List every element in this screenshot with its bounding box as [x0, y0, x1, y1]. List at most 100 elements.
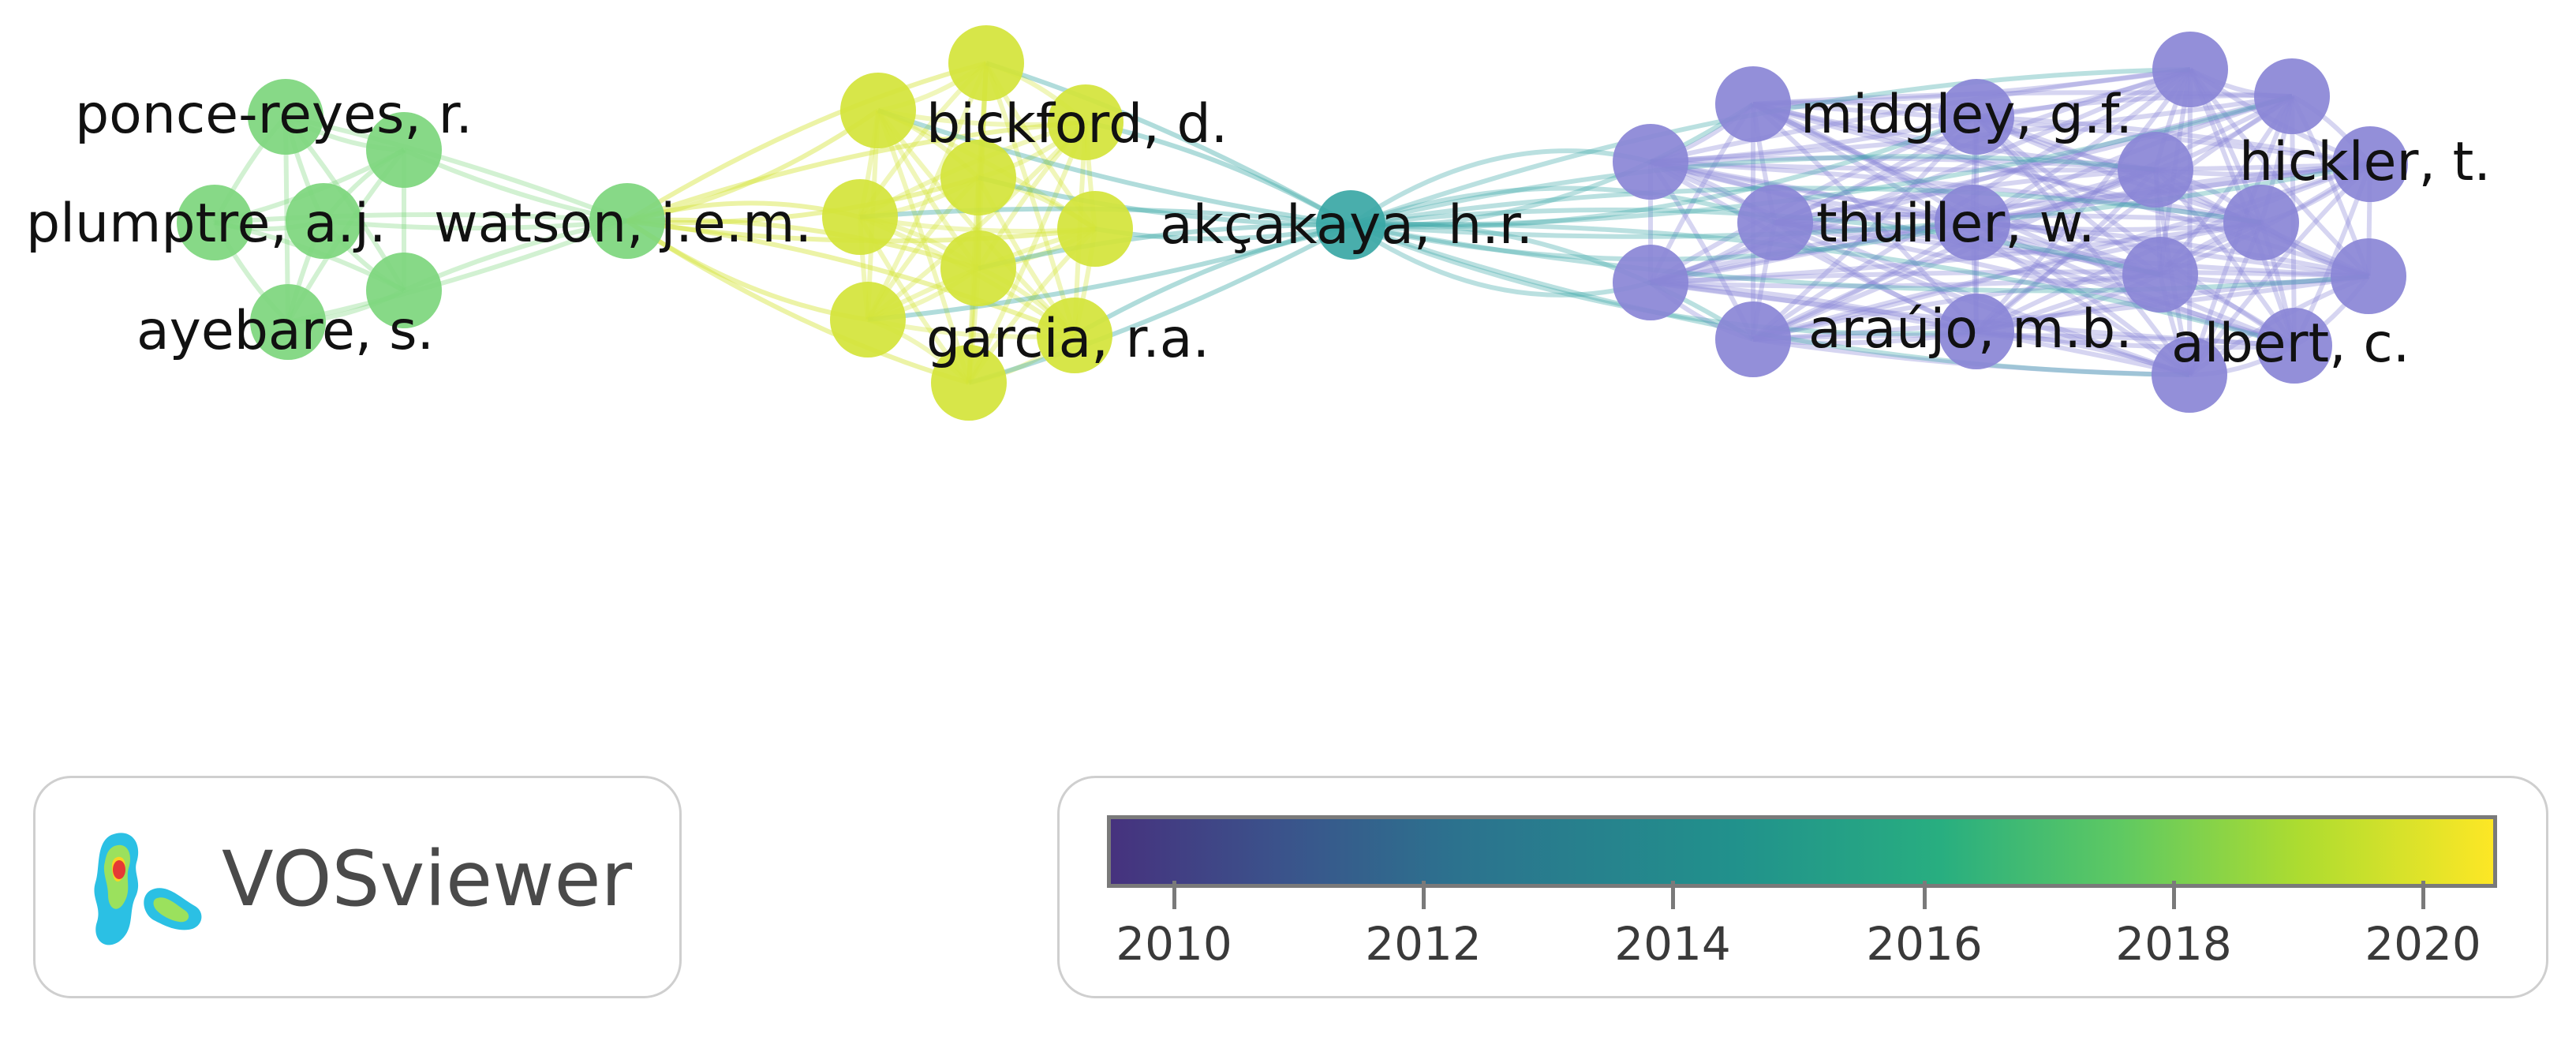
- legend-tick-label: 2020: [2365, 917, 2481, 971]
- node-label-watson[interactable]: watson, j.e.m.: [434, 193, 812, 255]
- network-edge: [1976, 93, 2293, 119]
- legend-tick-label: 2012: [1365, 917, 1482, 971]
- network-edge: [626, 175, 979, 225]
- network-edge: [1752, 115, 1979, 342]
- legend-tick-label: 2010: [1116, 917, 1232, 971]
- network-edge: [1774, 162, 2371, 225]
- network-edge: [323, 219, 628, 230]
- network-edge: [1650, 159, 2262, 225]
- node-label-plumptre[interactable]: plumptre, a.j.: [26, 193, 387, 255]
- network-node[interactable]: [2152, 337, 2227, 413]
- network-node[interactable]: [286, 183, 361, 259]
- network-edge: [1774, 220, 2295, 348]
- network-node[interactable]: [2331, 238, 2406, 314]
- legend-tick: [1671, 881, 1675, 909]
- network-node[interactable]: [248, 79, 323, 155]
- node-label-araujo[interactable]: araújo, m.b.: [1808, 298, 2133, 361]
- network-node[interactable]: [1715, 301, 1791, 377]
- network-edge: [1350, 154, 2156, 227]
- network-node[interactable]: [840, 73, 916, 148]
- node-label-ponce-reyes[interactable]: ponce-reyes, r.: [75, 84, 473, 146]
- network-node[interactable]: [1613, 124, 1688, 200]
- network-edge: [1774, 94, 2293, 225]
- network-edge: [1350, 221, 1755, 342]
- year-color-legend: 2010 2012 2014 2016 2018 2020: [1057, 776, 2548, 998]
- node-label-midgley[interactable]: midgley, g.f.: [1800, 84, 2133, 146]
- network-edge: [1650, 94, 2293, 285]
- network-edge: [626, 219, 970, 385]
- network-edge: [1349, 148, 1651, 227]
- network-edge: [1752, 220, 2262, 342]
- network-edge: [1752, 102, 2371, 167]
- network-node[interactable]: [940, 230, 1016, 306]
- network-node[interactable]: [1037, 298, 1112, 373]
- network-edge: [1752, 274, 2369, 342]
- network-node[interactable]: [250, 284, 326, 360]
- network-edge: [1976, 220, 2263, 334]
- network-edge: [1650, 159, 1973, 225]
- network-node[interactable]: [940, 140, 1016, 215]
- network-node[interactable]: [1613, 245, 1688, 320]
- network-edge: [214, 212, 628, 225]
- network-edge: [1650, 220, 2262, 285]
- network-node[interactable]: [2254, 58, 2330, 134]
- legend-tick: [1172, 881, 1176, 909]
- network-edge: [1975, 94, 2294, 334]
- node-label-hickler[interactable]: hickler, t.: [2239, 131, 2491, 193]
- network-node[interactable]: [2223, 185, 2299, 260]
- network-edge: [1752, 94, 2294, 342]
- network-node[interactable]: [2256, 308, 2332, 384]
- network-node[interactable]: [1316, 190, 1385, 260]
- network-node[interactable]: [2332, 126, 2408, 202]
- legend-tick-label: 2018: [2115, 917, 2232, 971]
- network-edge: [1650, 155, 2156, 172]
- legend-tick-label: 2014: [1614, 917, 1731, 971]
- network-edge: [1752, 102, 2296, 348]
- network-node[interactable]: [948, 25, 1024, 101]
- network-edge: [285, 114, 629, 223]
- network-edge: [968, 223, 1352, 385]
- network-node[interactable]: [830, 282, 906, 358]
- network-node[interactable]: [366, 112, 442, 188]
- network-edge: [1650, 67, 2191, 164]
- legend-tick-label: 2016: [1866, 917, 1983, 971]
- network-edge: [877, 108, 1352, 227]
- network-node[interactable]: [1737, 185, 1813, 260]
- network-node[interactable]: [1939, 79, 2014, 155]
- network-node[interactable]: [2152, 32, 2228, 107]
- node-label-albert[interactable]: albert, c.: [2171, 313, 2410, 375]
- node-label-thuiller[interactable]: thuiller, w.: [1816, 193, 2096, 255]
- network-node[interactable]: [366, 253, 442, 328]
- network-edge: [1649, 114, 1978, 285]
- network-edge: [626, 120, 1086, 223]
- network-node[interactable]: [931, 345, 1007, 421]
- network-edge: [1774, 220, 2369, 279]
- co-authorship-network: ponce-reyes, r. plumptre, a.j. ayebare, …: [26, 25, 2491, 421]
- network-edge: [1976, 329, 2295, 350]
- network-node[interactable]: [177, 185, 252, 260]
- node-label-ayebare[interactable]: ayebare, s.: [136, 300, 434, 362]
- network-edge: [1976, 114, 2371, 167]
- network-node[interactable]: [2122, 237, 2198, 313]
- node-label-bickford[interactable]: bickford, d.: [926, 93, 1228, 155]
- network-edge: [1752, 102, 2262, 225]
- network-edge: [1350, 102, 1755, 228]
- vosviewer-logo-icon: [94, 833, 202, 945]
- network-node[interactable]: [589, 183, 665, 259]
- legend-tick: [2421, 881, 2425, 909]
- node-label-garcia[interactable]: garcia, r.a.: [926, 308, 1209, 370]
- vosviewer-logo-text: VOSviewer: [222, 835, 633, 923]
- network-edge: [1649, 159, 2190, 377]
- network-node[interactable]: [822, 179, 898, 255]
- network-node[interactable]: [1057, 191, 1133, 267]
- network-edge: [1650, 220, 1973, 285]
- legend-tick: [2172, 881, 2176, 909]
- network-node[interactable]: [1935, 185, 2010, 260]
- network-node[interactable]: [2118, 132, 2193, 208]
- network-node[interactable]: [1939, 294, 2014, 369]
- network-edge: [1649, 159, 1978, 334]
- node-label-akcakaya[interactable]: akçakaya, h.r.: [1160, 194, 1533, 256]
- network-node[interactable]: [1715, 66, 1791, 142]
- legend-tick: [1422, 881, 1426, 909]
- network-node[interactable]: [1048, 84, 1123, 160]
